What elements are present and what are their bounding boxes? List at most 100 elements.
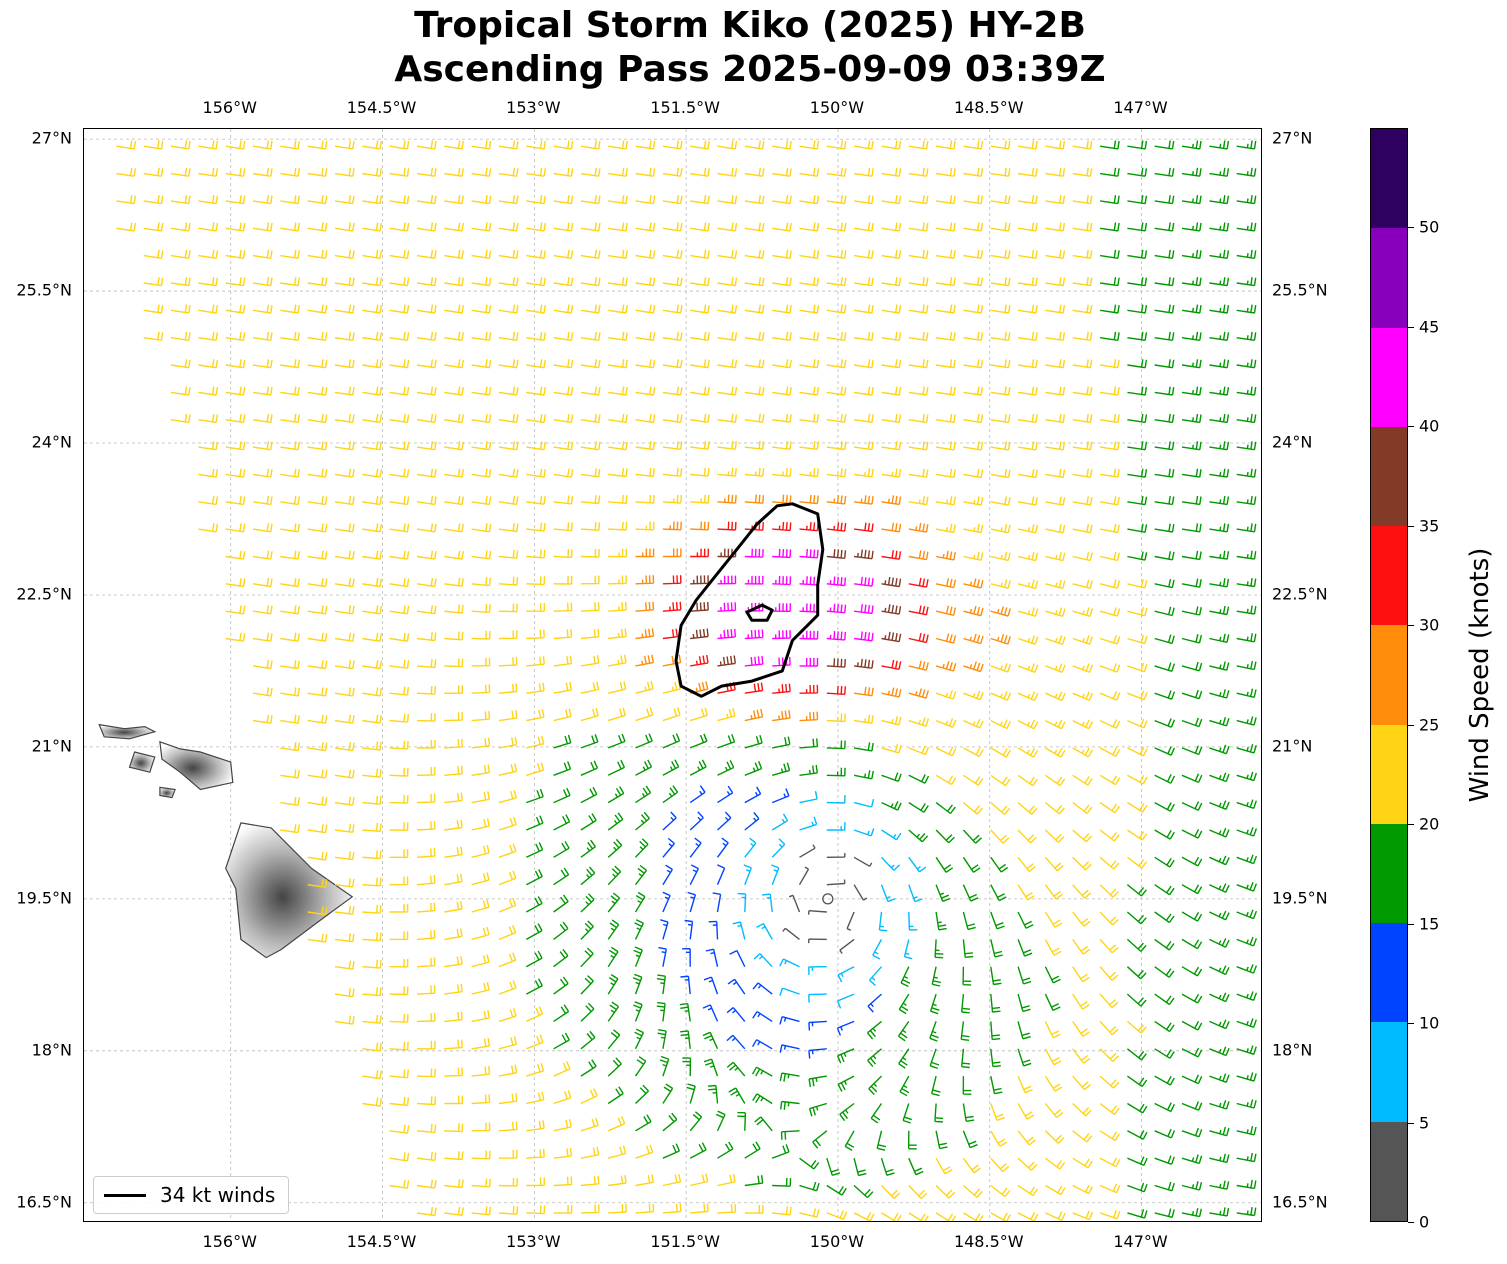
wind-barb	[703, 976, 719, 995]
wind-barb	[170, 195, 191, 205]
wind-barb	[772, 195, 792, 205]
wind-barb	[1126, 993, 1147, 1007]
wind-barb	[389, 903, 409, 913]
wind-barb	[1236, 633, 1257, 643]
wind-barb	[471, 982, 490, 995]
wind-barb	[779, 1016, 800, 1025]
wind-barb	[553, 1032, 570, 1050]
wind-barb	[1017, 719, 1039, 730]
wind-barb	[772, 331, 792, 341]
wind-barb	[963, 222, 984, 232]
wind-barb	[580, 359, 601, 369]
wind-barb	[1209, 1153, 1230, 1164]
wind-barb	[799, 249, 820, 259]
wind-barb	[1045, 386, 1066, 396]
wind-barb	[1154, 801, 1175, 812]
wind-barb	[1209, 827, 1230, 838]
wind-barb	[607, 1057, 622, 1077]
wind-barb	[908, 277, 929, 287]
wind-barb	[170, 304, 191, 314]
wind-barb	[962, 1130, 978, 1149]
wind-barb	[252, 714, 273, 724]
wind-barb	[553, 976, 569, 995]
wind-barb	[1017, 277, 1038, 287]
wind-barb	[779, 987, 800, 996]
wind-barb	[334, 195, 355, 205]
wind-barb	[744, 656, 764, 667]
wind-barb	[799, 359, 820, 369]
wind-barb	[935, 911, 947, 931]
wind-barb	[580, 441, 601, 451]
wind-barb	[799, 576, 819, 586]
wind-barb	[799, 222, 820, 232]
wind-barb	[1017, 635, 1039, 645]
wind-barb	[963, 277, 984, 287]
wind-barb	[498, 167, 519, 177]
wind-barb	[744, 548, 764, 558]
wind-barb	[799, 440, 820, 450]
wind-barb	[170, 386, 191, 396]
wind-barb	[990, 856, 1009, 873]
wind-barb	[362, 550, 382, 560]
wind-barb	[717, 359, 738, 369]
wind-barb	[580, 548, 600, 558]
wind-barb	[772, 167, 792, 177]
wind-barb	[935, 829, 955, 844]
wind-barb	[307, 386, 328, 396]
wind-barb	[1209, 1180, 1230, 1190]
wind-barb	[416, 929, 436, 941]
wind-barb	[690, 440, 710, 450]
wind-barb	[1045, 1211, 1066, 1221]
wind-barb	[1154, 634, 1175, 645]
wind-barb	[881, 716, 902, 726]
wind-barb	[1154, 578, 1175, 589]
wind-barb	[853, 742, 874, 752]
wind-barb	[798, 866, 810, 886]
wind-barb	[881, 359, 902, 369]
wind-barb	[1181, 441, 1202, 451]
wind-barb	[1209, 331, 1230, 341]
wind-barb	[679, 1002, 691, 1022]
wind-barb	[280, 249, 300, 259]
wind-barb	[526, 1205, 546, 1215]
wind-barb	[881, 1212, 902, 1221]
wind-barb	[307, 796, 328, 806]
wind-barb	[836, 1048, 855, 1064]
wind-barb	[362, 659, 382, 670]
wind-barb	[1209, 523, 1230, 533]
wind-barb	[1209, 495, 1230, 506]
wind-barb	[334, 742, 355, 752]
wind-barb	[1017, 1075, 1033, 1094]
wind-barb	[1209, 578, 1230, 588]
wind-barb	[1044, 829, 1065, 843]
wind-barb	[752, 982, 773, 995]
wind-barb	[526, 549, 546, 559]
wind-barb	[170, 277, 191, 287]
wind-barb	[899, 1075, 910, 1097]
wind-barb	[826, 853, 846, 858]
wind-barb	[225, 577, 246, 588]
wind-barb	[1154, 441, 1175, 451]
wind-barb	[960, 1021, 970, 1041]
wind-barb	[772, 710, 791, 722]
wind-barb	[608, 277, 628, 287]
wind-barb	[1017, 304, 1038, 314]
wind-barb	[771, 1144, 790, 1159]
wind-barb	[1017, 386, 1038, 396]
wind-barb	[553, 948, 569, 968]
wind-barb	[935, 1130, 948, 1150]
wind-barb	[908, 856, 927, 873]
wind-barb	[788, 894, 801, 913]
wind-barb	[362, 222, 382, 232]
wind-barb	[826, 468, 847, 478]
wind-barb	[635, 733, 653, 749]
wind-barb	[1209, 965, 1230, 976]
wind-barb	[1236, 1018, 1257, 1028]
wind-barb	[1072, 1184, 1094, 1195]
wind-barb	[580, 1088, 598, 1105]
wind-barb	[444, 873, 463, 886]
wind-barb	[1181, 1154, 1203, 1165]
wind-barb	[498, 1149, 518, 1159]
wind-barb	[1154, 304, 1175, 314]
wind-barb	[444, 928, 463, 941]
